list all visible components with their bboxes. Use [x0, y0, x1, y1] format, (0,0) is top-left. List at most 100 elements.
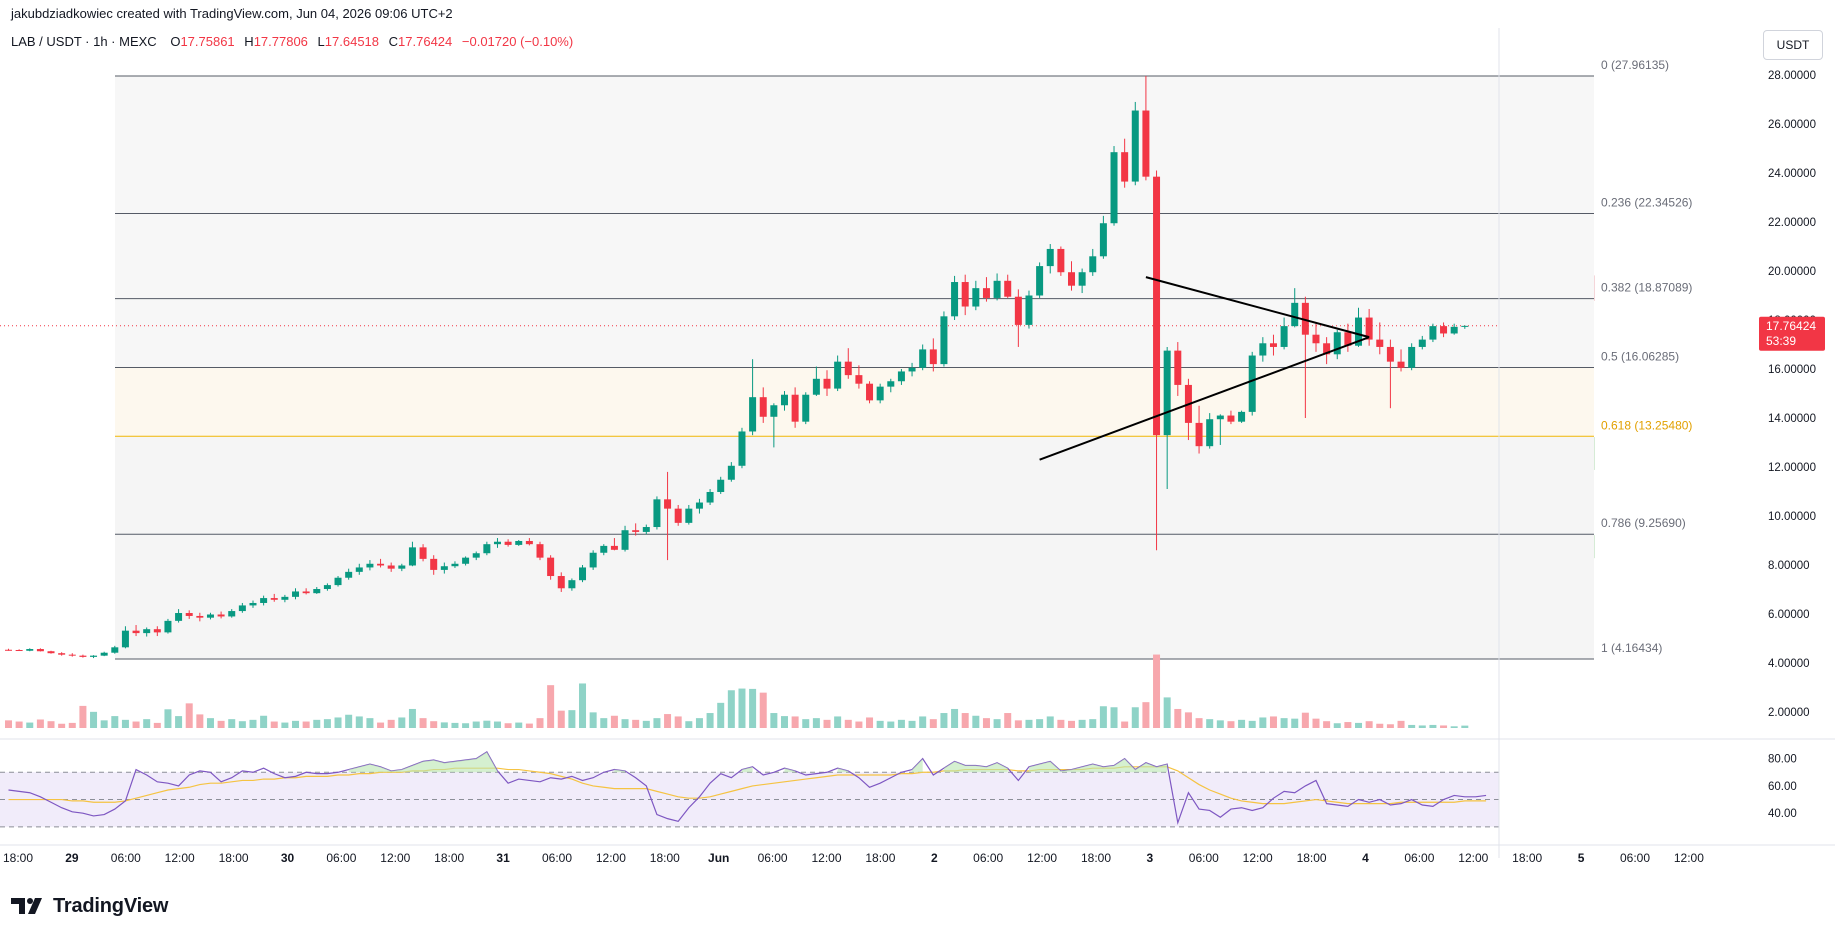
- rsi-overbought-fill: [1028, 758, 1168, 773]
- volume-bar: [557, 710, 565, 728]
- volume-bar: [26, 722, 34, 728]
- candle: [1248, 355, 1256, 412]
- triangle-upper-trendline[interactable]: [1145, 276, 1370, 339]
- volume-bar: [270, 721, 278, 728]
- volume-bar: [876, 720, 884, 728]
- candle: [1365, 317, 1373, 340]
- volume-bar: [1089, 719, 1097, 728]
- candle: [727, 465, 735, 480]
- candle: [217, 614, 225, 617]
- candle: [844, 361, 852, 376]
- candle: [1046, 248, 1054, 267]
- volume-bar: [1259, 717, 1267, 728]
- triangle-lower-trendline[interactable]: [1039, 336, 1370, 461]
- volume-bar: [972, 715, 980, 728]
- candle: [1376, 339, 1384, 347]
- volume-bar: [929, 719, 937, 728]
- candle: [270, 598, 278, 600]
- volume-bar: [600, 718, 608, 728]
- candle: [674, 508, 682, 523]
- candle: [462, 557, 470, 564]
- volume-bar: [36, 719, 44, 728]
- rsi-overbought-fill: [837, 768, 849, 773]
- volume-bar: [897, 719, 905, 728]
- volume-bar: [727, 690, 735, 728]
- volume-bar: [589, 712, 597, 728]
- volume-bar: [1184, 712, 1192, 728]
- volume-bar: [1046, 716, 1054, 728]
- volume-bar: [217, 720, 225, 728]
- creator-attribution: jakubdziadkowiec created with TradingVie…: [11, 6, 453, 21]
- candle: [1344, 332, 1352, 346]
- candle: [377, 563, 385, 566]
- candle: [982, 288, 990, 298]
- volume-bar: [1269, 716, 1277, 728]
- high-value: 17.77806: [253, 34, 308, 49]
- volume-bar: [547, 685, 555, 728]
- candle: [749, 397, 757, 432]
- volume-bar: [185, 703, 193, 728]
- volume-bar: [1131, 707, 1139, 728]
- rsi-overbought-fill: [784, 768, 796, 773]
- rsi-overbought-fill: [741, 766, 753, 773]
- candle: [260, 598, 268, 603]
- volume-bar: [525, 723, 533, 728]
- volume-bar: [1333, 723, 1341, 728]
- price-tick-label: 8.00000: [1768, 560, 1810, 572]
- rsi-ma-line: [8, 766, 1487, 805]
- fib-band: [115, 367, 1594, 437]
- candle: [1418, 339, 1426, 347]
- drawings-layer: [1039, 276, 1370, 461]
- candle: [302, 591, 310, 594]
- volume-bar: [1365, 721, 1373, 728]
- candle: [1142, 110, 1150, 177]
- time-tick-label: 18:00: [1081, 851, 1111, 865]
- volume-bar: [462, 723, 470, 728]
- candle: [483, 544, 491, 554]
- candle: [759, 397, 767, 417]
- volume-bar: [419, 718, 427, 728]
- candle: [451, 563, 459, 567]
- symbol-label[interactable]: LAB / USDT · 1h · MEXC: [11, 34, 157, 49]
- volume-bar: [621, 719, 629, 728]
- candle: [196, 615, 204, 618]
- candle: [1121, 152, 1129, 182]
- fib-band: [115, 75, 1594, 214]
- candle: [1386, 346, 1394, 362]
- time-tick-label: 06:00: [1620, 851, 1650, 865]
- volume-bar: [143, 719, 151, 728]
- time-tick-label: 06:00: [1404, 851, 1434, 865]
- time-tick-label: 18:00: [1512, 851, 1542, 865]
- candle: [1408, 346, 1416, 368]
- candle: [525, 540, 533, 545]
- volume-bar: [1376, 723, 1384, 728]
- volume-bar: [579, 683, 587, 728]
- candle: [1216, 415, 1224, 420]
- candle: [664, 499, 672, 509]
- candle: [866, 383, 874, 401]
- time-tick-label: 18:00: [219, 851, 249, 865]
- tradingview-logo[interactable]: TradingView: [11, 893, 168, 919]
- volume-bar: [695, 718, 703, 728]
- volume-bar: [377, 722, 385, 728]
- candle: [1036, 266, 1044, 296]
- volume-bar: [515, 722, 523, 728]
- candle: [834, 361, 842, 389]
- candle: [408, 547, 416, 566]
- candle: [621, 530, 629, 550]
- fib-label: 0 (27.96135): [1601, 58, 1669, 72]
- candle: [345, 571, 353, 578]
- volume-bar: [430, 721, 438, 728]
- volume-bar: [951, 708, 959, 728]
- volume-bar: [802, 719, 810, 728]
- volume-bar: [504, 723, 512, 728]
- volume-bar: [1163, 697, 1171, 728]
- candle: [802, 394, 810, 422]
- change-value: −0.01720 (−0.10%): [461, 34, 574, 49]
- volume-bar: [313, 719, 321, 728]
- quote-currency-button[interactable]: USDT: [1763, 30, 1823, 60]
- volume-bar: [1014, 720, 1022, 728]
- time-tick-label: 3: [1147, 851, 1154, 865]
- volume-bar: [1440, 725, 1448, 728]
